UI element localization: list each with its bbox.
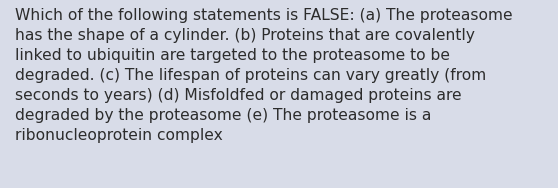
Text: Which of the following statements is FALSE: (a) The proteasome
has the shape of : Which of the following statements is FAL… (15, 8, 513, 143)
